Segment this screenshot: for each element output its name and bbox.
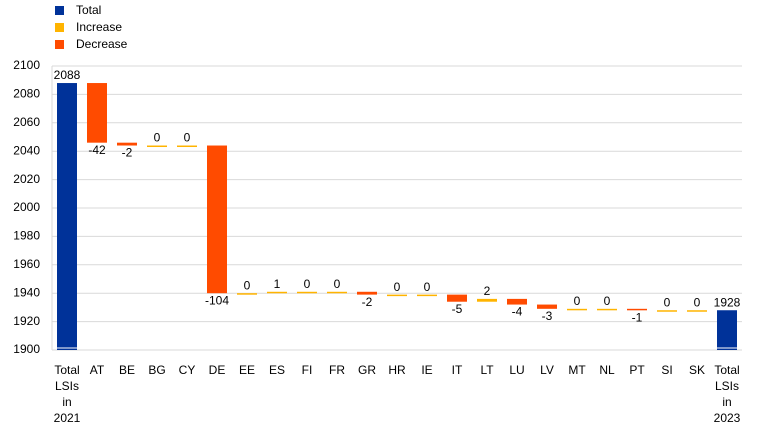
y-tick-label: 1940 [13, 285, 40, 299]
bar [57, 83, 77, 350]
bar [477, 298, 497, 302]
bar [207, 145, 227, 294]
x-tick-label: NL [599, 363, 615, 377]
bar [537, 304, 557, 309]
data-label: 1 [274, 277, 281, 291]
legend-label: Increase [76, 20, 122, 34]
data-label: 0 [424, 280, 431, 294]
data-label: 1928 [714, 295, 741, 309]
data-label: -42 [88, 143, 106, 157]
y-tick-label: 2100 [13, 58, 40, 72]
bar [387, 294, 407, 297]
y-tick-label: 1980 [13, 229, 40, 243]
bar [567, 308, 587, 311]
x-tick-label: LT [480, 363, 494, 377]
y-tick-label: 2020 [13, 172, 40, 186]
x-tick-label: IT [451, 363, 463, 377]
x-tick-label: PT [629, 363, 645, 377]
x-tick-label: Total LSIs in 2023 [713, 363, 741, 425]
data-label: -2 [122, 146, 133, 160]
data-label: -4 [512, 305, 523, 319]
x-tick-label: LU [509, 363, 525, 377]
x-tick-label: BE [118, 363, 135, 377]
x-tick-label: HR [388, 363, 406, 377]
data-label: 0 [394, 280, 401, 294]
y-tick-label: 1920 [13, 314, 40, 328]
bar [417, 294, 437, 297]
x-tick-label: GR [358, 363, 376, 377]
x-tick-label: ES [268, 363, 285, 377]
bar [357, 291, 377, 295]
data-label: 0 [154, 131, 161, 145]
x-tick-label: IE [421, 363, 433, 377]
legend-swatch [55, 40, 64, 49]
bar [597, 308, 617, 311]
bar [657, 310, 677, 312]
data-label: -5 [452, 302, 463, 316]
x-tick-label: FI [301, 363, 313, 377]
legend-swatch [55, 6, 64, 15]
data-label: -104 [205, 293, 229, 307]
x-tick-label: CY [178, 363, 196, 377]
data-label: -3 [542, 309, 553, 323]
bar [237, 293, 257, 295]
data-label: 2088 [54, 68, 81, 82]
legend-swatch [55, 23, 64, 32]
x-tick-label: SK [688, 363, 705, 377]
data-label: 0 [334, 277, 341, 291]
bar [327, 291, 347, 294]
data-label: 0 [304, 277, 311, 291]
data-label: 0 [694, 295, 701, 309]
y-tick-label: 2040 [13, 143, 40, 157]
x-tick-label: LV [540, 363, 554, 377]
x-tick-label: EE [238, 363, 255, 377]
x-tick-label: FR [329, 363, 345, 377]
bar [117, 142, 137, 146]
data-label: 0 [664, 295, 671, 309]
x-tick-label: Total LSIs in 2021 [53, 363, 81, 425]
bar [267, 291, 287, 294]
y-tick-label: 2080 [13, 87, 40, 101]
bar [507, 298, 527, 305]
legend-label: Decrease [76, 37, 128, 51]
bar [87, 83, 107, 143]
bar [147, 145, 167, 148]
bar [297, 291, 317, 294]
bar [177, 145, 197, 148]
x-tick-label: BG [148, 363, 166, 377]
data-label: -1 [632, 310, 643, 324]
bar [717, 310, 737, 350]
data-label: 0 [574, 294, 581, 308]
x-tick-label: AT [89, 363, 105, 377]
x-tick-label: MT [568, 363, 586, 377]
y-tick-label: 1900 [13, 342, 40, 356]
bar [687, 310, 707, 312]
bar [627, 308, 647, 311]
y-tick-label: 2060 [13, 115, 40, 129]
x-tick-label: DE [208, 363, 226, 377]
y-tick-label: 1960 [13, 257, 40, 271]
legend-label: Total [76, 3, 101, 17]
y-tick-label: 2000 [13, 200, 40, 214]
data-label: -2 [362, 295, 373, 309]
data-label: 2 [484, 284, 491, 298]
bar [447, 294, 467, 302]
data-label: 0 [184, 131, 191, 145]
data-label: 0 [244, 278, 251, 292]
x-tick-label: SI [661, 363, 673, 377]
data-label: 0 [604, 294, 611, 308]
